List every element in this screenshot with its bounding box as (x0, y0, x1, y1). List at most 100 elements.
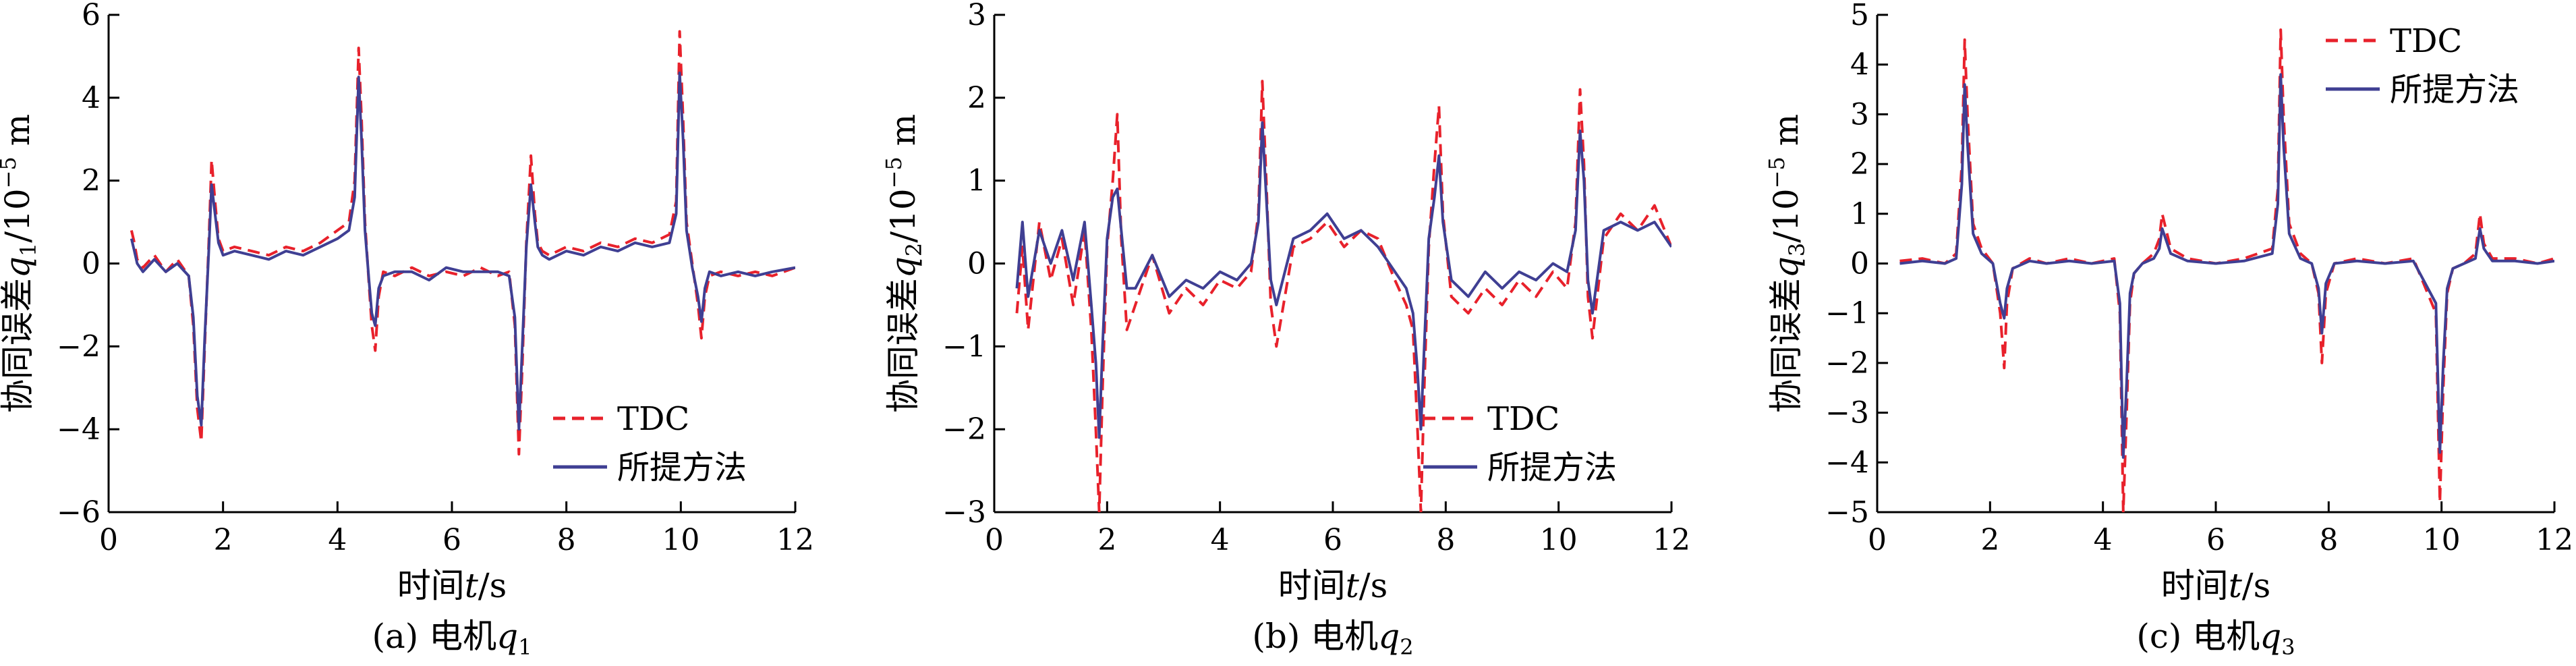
series-line-proposed (130, 72, 795, 431)
y-axis-label-exp: −5 (881, 157, 907, 188)
y-axis-label-tail: m (884, 114, 923, 157)
x-tick-label: 6 (442, 523, 461, 557)
y-axis-label-unit: /10 (0, 188, 37, 242)
panel-caption-sub: 2 (1400, 634, 1413, 660)
legend-label: TDC (1487, 400, 1559, 438)
legend-label: 所提方法 (617, 449, 747, 487)
y-axis-label-unit: /10 (884, 188, 923, 242)
panel-caption: (b) 电机q2 (1252, 617, 1413, 660)
y-tick-label: 6 (82, 0, 101, 32)
x-axis-label-unit: /s (1359, 566, 1388, 605)
x-axis-label: 时间t/s (1278, 566, 1388, 605)
x-tick-label: 8 (557, 523, 576, 557)
y-axis-label-exp: −5 (1764, 157, 1790, 188)
x-tick-label: 2 (1097, 523, 1116, 557)
panel-caption-sub: 1 (518, 634, 532, 660)
y-tick-label: −5 (1825, 495, 1869, 530)
y-axis-label-main: 协同误差 (884, 278, 923, 413)
y-axis-label-tail: m (0, 114, 37, 157)
y-axis-label-var: q (1767, 256, 1806, 278)
y-tick-label: −4 (57, 412, 101, 447)
x-tick-label: 12 (2536, 523, 2573, 557)
y-axis-label-sub: 1 (16, 243, 41, 256)
y-tick-label: 2 (82, 164, 101, 198)
y-axis-label-sub: 2 (901, 243, 927, 256)
x-axis-label: 时间t/s (2161, 566, 2271, 605)
panel-caption: (a) 电机q1 (372, 617, 532, 660)
y-axis-label-sub: 3 (1784, 243, 1810, 256)
x-tick-label: 10 (2423, 523, 2461, 557)
x-axis-label-main: 时间 (397, 566, 465, 605)
x-axis-label-unit: /s (2242, 566, 2271, 605)
x-tick-label: 8 (2319, 523, 2338, 557)
panel-caption-var: q (2260, 617, 2281, 656)
y-axis-label-exp: −5 (0, 157, 21, 188)
y-tick-label: −2 (57, 329, 101, 364)
y-tick-label: 3 (1850, 97, 1869, 132)
y-axis-label: 协同误差q1/10−5 m (0, 114, 41, 413)
y-tick-label: 2 (967, 81, 986, 115)
legend-label: TDC (2390, 22, 2462, 60)
y-axis-label-unit: /10 (1767, 188, 1806, 242)
y-tick-label: 1 (967, 164, 986, 198)
y-tick-label: −3 (1825, 396, 1869, 431)
panel-caption-prefix: (a) 电机 (372, 617, 496, 656)
y-tick-label: 5 (1850, 0, 1869, 32)
y-tick-label: −1 (1825, 296, 1869, 331)
y-axis-label-tail: m (1767, 114, 1806, 157)
x-tick-label: 12 (776, 523, 814, 557)
series-line-proposed (1015, 121, 1671, 439)
y-axis-label: 协同误差q2/10−5 m (881, 114, 927, 413)
y-tick-label: 4 (82, 81, 101, 115)
y-tick-label: −4 (1825, 445, 1869, 480)
y-axis-label-main: 协同误差 (0, 278, 37, 413)
x-tick-label: 4 (1211, 523, 1230, 557)
y-tick-label: 1 (1850, 197, 1869, 231)
x-tick-label: 2 (1980, 523, 1999, 557)
y-tick-label: 0 (967, 247, 986, 281)
panel-caption-prefix: (c) 电机 (2136, 617, 2260, 656)
x-axis-label-main: 时间 (2161, 566, 2229, 605)
legend-label: 所提方法 (1487, 449, 1617, 487)
y-axis-label-main: 协同误差 (1767, 278, 1806, 413)
legend: TDC 所提方法 (553, 400, 747, 487)
x-axis-label-main: 时间 (1278, 566, 1346, 605)
x-tick-label: 2 (214, 523, 233, 557)
series-line-tdc (1015, 80, 1671, 512)
x-axis-label: 时间t/s (397, 566, 507, 605)
y-tick-label: −6 (57, 495, 101, 530)
y-tick-label: 3 (967, 0, 986, 32)
legend: TDC 所提方法 (2326, 22, 2519, 109)
x-tick-label: 12 (1653, 523, 1690, 557)
legend-label: TDC (617, 400, 689, 438)
x-axis-label-var: t (465, 566, 479, 605)
y-tick-label: −1 (942, 329, 986, 364)
y-tick-label: 0 (82, 247, 101, 281)
y-axis-label: 协同误差q3/10−5 m (1764, 114, 1810, 413)
x-tick-label: 0 (985, 523, 1004, 557)
y-axis-label-var: q (0, 256, 37, 278)
x-axis-label-var: t (2229, 566, 2243, 605)
series-line-proposed (1899, 73, 2554, 459)
x-tick-label: 0 (99, 523, 118, 557)
y-tick-label: 4 (1850, 48, 1869, 82)
panel-caption-prefix: (b) 电机 (1252, 617, 1378, 656)
panel-caption-var: q (1378, 617, 1400, 656)
y-tick-label: 2 (1850, 147, 1869, 182)
x-axis-label-unit: /s (478, 566, 507, 605)
panel-caption-var: q (496, 617, 518, 656)
y-axis-label-var: q (884, 256, 923, 278)
x-tick-label: 0 (1868, 523, 1887, 557)
y-tick-label: −3 (942, 495, 986, 530)
legend-label: 所提方法 (2390, 71, 2519, 109)
y-tick-label: −2 (942, 412, 986, 447)
y-tick-label: −2 (1825, 346, 1869, 381)
x-tick-label: 10 (1540, 523, 1578, 557)
x-tick-label: 6 (1323, 523, 1342, 557)
panel-caption: (c) 电机q3 (2136, 617, 2295, 660)
x-tick-label: 6 (2206, 523, 2225, 557)
